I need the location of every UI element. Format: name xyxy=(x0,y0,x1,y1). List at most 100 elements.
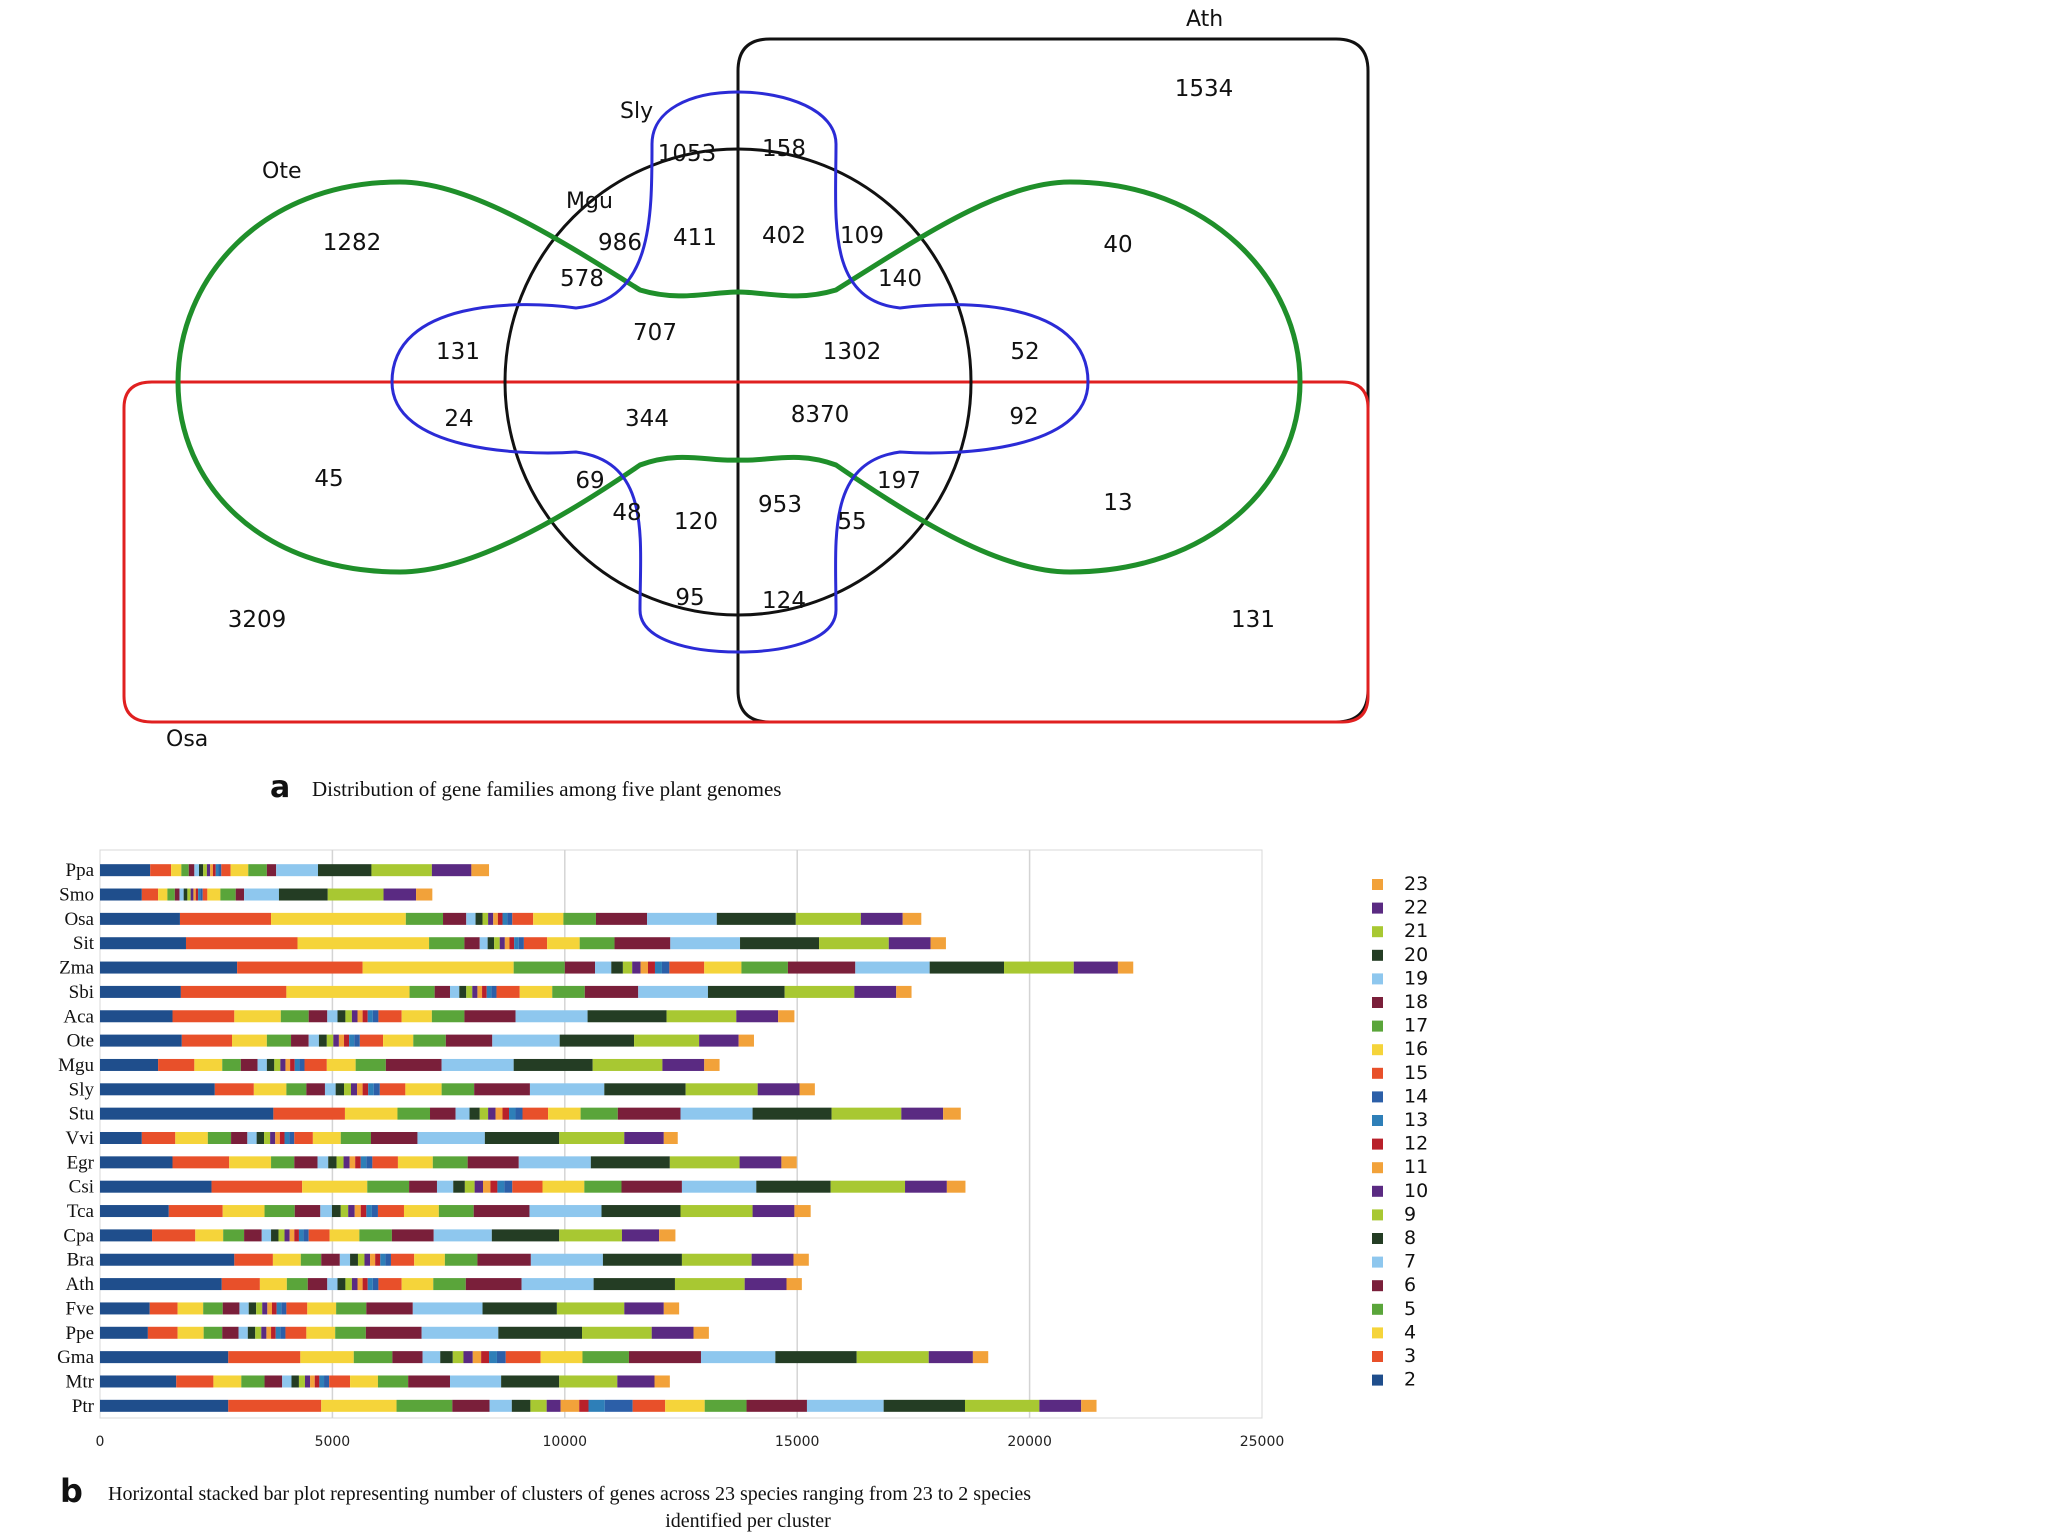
bar-segment xyxy=(100,1375,177,1388)
bar-segment xyxy=(930,937,946,950)
category-label: Bra xyxy=(67,1250,95,1271)
bar-segment xyxy=(529,1083,605,1096)
bar-segment xyxy=(207,888,221,901)
bar-segment xyxy=(294,1229,299,1242)
bar-segment xyxy=(680,1205,753,1218)
bar-segment xyxy=(860,912,903,925)
bar-segment xyxy=(617,1107,681,1120)
bar-segment xyxy=(512,912,534,925)
bar-segment xyxy=(431,1010,465,1023)
bar-segment xyxy=(266,1058,275,1071)
bar-segment xyxy=(307,1302,337,1315)
bar-segment xyxy=(666,1010,737,1023)
legend-label: 11 xyxy=(1404,1156,1428,1178)
bar-segment xyxy=(494,937,500,950)
bar-segment xyxy=(477,1253,531,1266)
bar-segment xyxy=(281,1302,287,1315)
bar-segment xyxy=(405,912,444,925)
bar-segment xyxy=(294,1058,300,1071)
bar-segment xyxy=(465,1278,522,1291)
category-label: Osa xyxy=(64,909,94,930)
bar-segment xyxy=(371,864,432,877)
bar-segment xyxy=(353,1351,393,1364)
bar-segment xyxy=(336,1302,367,1315)
bar-segment xyxy=(559,1229,622,1242)
bar-segment xyxy=(234,1253,273,1266)
bar-segment xyxy=(592,1058,663,1071)
bar-segment xyxy=(203,1302,223,1315)
bar-segment xyxy=(310,1375,315,1388)
bar-segment xyxy=(266,1326,272,1339)
bar-segment xyxy=(299,1058,305,1071)
legend-swatch xyxy=(1372,1256,1383,1268)
bar-segment xyxy=(337,1010,346,1023)
bar-segment xyxy=(372,1156,398,1169)
bar-segment xyxy=(704,961,742,974)
bar-segment xyxy=(438,1205,474,1218)
bar-segment xyxy=(1117,961,1134,974)
bar-segment xyxy=(453,1180,465,1193)
bar-segment xyxy=(200,888,203,901)
category-label: Tca xyxy=(67,1201,95,1222)
bar-segment xyxy=(617,1375,655,1388)
ote-label: Ote xyxy=(262,159,301,184)
legend-swatch xyxy=(1372,1303,1383,1315)
bar-segment xyxy=(221,1278,260,1291)
bar-segment xyxy=(141,888,159,901)
bar-segment xyxy=(190,888,194,901)
bar-segment xyxy=(831,1107,902,1120)
bar-segment xyxy=(595,912,648,925)
bar-segment xyxy=(433,1229,492,1242)
bar-segment xyxy=(220,888,236,901)
bar-segment xyxy=(647,912,717,925)
count-mgu-right-upper: 1302 xyxy=(823,339,882,365)
bar-segment xyxy=(496,1351,506,1364)
bar-segment xyxy=(746,1399,807,1412)
bar-segment xyxy=(905,1180,947,1193)
bar-segment xyxy=(171,864,182,877)
bar-segment xyxy=(484,1132,560,1144)
bar-segment xyxy=(521,1278,594,1291)
legend-label: 12 xyxy=(1404,1133,1428,1155)
bar-segment xyxy=(298,1375,305,1388)
bar-segment xyxy=(412,1302,483,1315)
bar-segment xyxy=(647,961,655,974)
bar-segment xyxy=(383,888,417,901)
bar-segment xyxy=(344,1083,351,1096)
bar-segment xyxy=(385,1058,442,1071)
bar-segment xyxy=(261,1229,272,1242)
bar-segment xyxy=(338,1034,345,1047)
bar-segment xyxy=(270,1132,276,1144)
bar-segment xyxy=(375,1253,381,1266)
bar-segment xyxy=(100,888,142,901)
bar-segment xyxy=(264,1375,283,1388)
bar-segment xyxy=(320,1205,332,1218)
bar-segment xyxy=(256,1302,263,1315)
bar-segment xyxy=(149,1302,178,1315)
bar-segment xyxy=(100,1083,215,1096)
bar-segment xyxy=(509,1107,516,1120)
legend-swatch xyxy=(1372,1233,1383,1244)
bar-segment xyxy=(307,1278,328,1291)
bar-segment xyxy=(669,961,705,974)
bar-segment xyxy=(100,864,151,877)
bar-segment xyxy=(556,1302,625,1315)
bar-segment xyxy=(229,1156,272,1169)
bar-segment xyxy=(700,1351,776,1364)
bar-segment xyxy=(640,961,648,974)
count-ote-osa-left: 45 xyxy=(314,466,343,492)
bar-segment xyxy=(385,1253,391,1266)
bar-segment xyxy=(237,961,363,974)
bar-segment xyxy=(328,1156,337,1169)
bar-segment xyxy=(234,1010,281,1023)
bar-segment xyxy=(467,1156,519,1169)
bar-segment xyxy=(408,1375,450,1388)
bar-segment xyxy=(519,985,553,998)
bar-segment xyxy=(367,1010,373,1023)
legend-label: 13 xyxy=(1404,1109,1428,1131)
bar-segment xyxy=(477,985,483,998)
bar-segment xyxy=(497,1180,505,1193)
bar-segment xyxy=(262,1302,268,1315)
bar-segment xyxy=(736,1010,779,1023)
